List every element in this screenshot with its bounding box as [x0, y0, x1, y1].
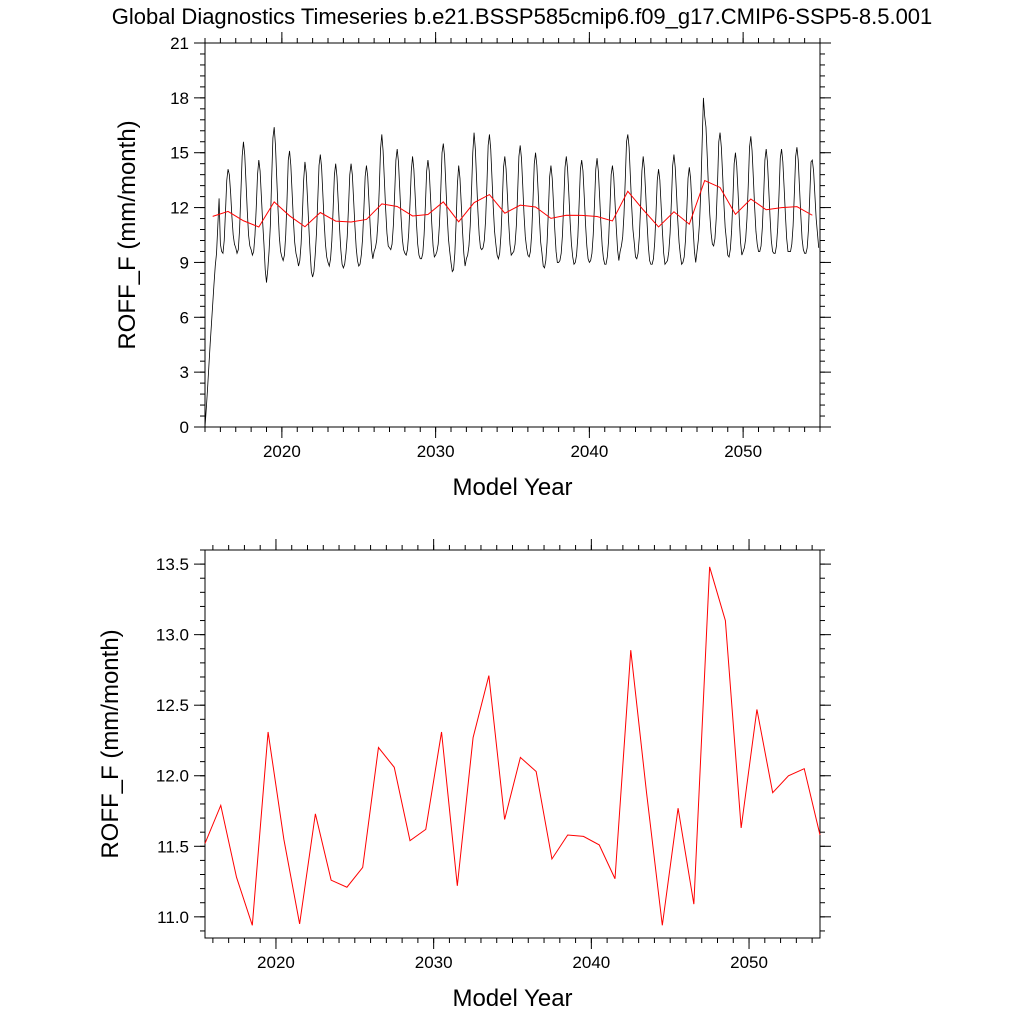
x-tick-label: 2030	[417, 442, 455, 461]
y-axis-title: ROFF_F (mm/month)	[97, 629, 124, 858]
y-tick-label: 21	[170, 34, 189, 53]
top-panel: 2020 2030 2040 2050 0 3 6 9 12 15 18 21 Model Year RO…	[114, 32, 831, 501]
x-axis-title: Model Year	[452, 474, 572, 501]
y-tick-label: 12.0	[156, 767, 189, 786]
y-tick-label: 12.5	[156, 696, 189, 715]
x-tick-label: 2040	[572, 953, 610, 972]
monthly-series-line	[205, 97, 820, 427]
x-tick-label: 2050	[730, 953, 768, 972]
y-tick-label: 18	[170, 89, 189, 108]
x-tick-label: 2040	[570, 442, 608, 461]
annual-mean-series-line	[204, 566, 821, 926]
y-tick-label: 15	[170, 144, 189, 163]
x-tick-label: 2020	[257, 953, 295, 972]
y-tick-label: 9	[180, 253, 189, 272]
chart-title: Global Diagnostics Timeseries b.e21.BSSP…	[112, 4, 933, 29]
y-tick-label: 11.5	[157, 837, 189, 856]
x-tick-label: 2030	[415, 953, 453, 972]
y-tick-label: 13.5	[156, 555, 189, 574]
y-tick-label: 11.0	[157, 908, 189, 927]
plot-frame	[204, 42, 821, 428]
bottom-panel: 2020 2030 2040 2050 11.0 11.5 12.0 12.5 13.0 13.5…	[97, 539, 831, 1012]
plot-frame	[204, 549, 821, 939]
y-tick-label: 13.0	[156, 626, 189, 645]
y-tick-label: 0	[180, 418, 189, 437]
y-tick-label: 12	[170, 199, 189, 218]
y-tick-label: 6	[180, 308, 189, 327]
x-tick-label: 2020	[263, 442, 301, 461]
y-axis-title: ROFF_F (mm/month)	[114, 120, 141, 349]
x-axis-title: Model Year	[452, 985, 572, 1012]
x-tick-label: 2050	[724, 442, 762, 461]
y-tick-label: 3	[180, 363, 189, 382]
annual-mean-series-line	[212, 179, 813, 228]
